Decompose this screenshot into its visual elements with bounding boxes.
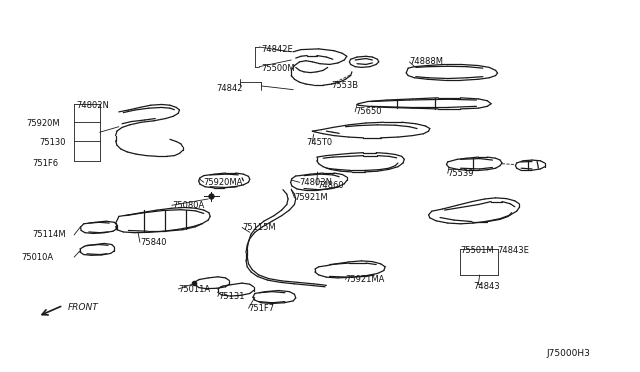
Text: FRONT: FRONT bbox=[68, 303, 99, 312]
Text: 74888M: 74888M bbox=[410, 57, 444, 66]
Text: 75130: 75130 bbox=[39, 138, 65, 147]
Text: 75080A: 75080A bbox=[172, 201, 204, 210]
Text: 74803N: 74803N bbox=[300, 178, 333, 187]
Text: 75114M: 75114M bbox=[33, 230, 67, 240]
Text: 74843: 74843 bbox=[473, 282, 500, 291]
Text: 74802N: 74802N bbox=[76, 101, 109, 110]
Text: 74843E: 74843E bbox=[497, 246, 529, 255]
Text: J75000H3: J75000H3 bbox=[547, 349, 591, 358]
Text: 74860: 74860 bbox=[317, 181, 344, 190]
Text: 75500M: 75500M bbox=[261, 64, 295, 73]
Text: 75011A: 75011A bbox=[178, 285, 211, 294]
Text: 75539: 75539 bbox=[448, 169, 474, 178]
Text: 75115M: 75115M bbox=[242, 223, 276, 232]
Text: 74842: 74842 bbox=[216, 84, 243, 93]
Text: 74842E: 74842E bbox=[261, 45, 293, 54]
Text: 75920M: 75920M bbox=[26, 119, 60, 128]
Text: 75921M: 75921M bbox=[294, 193, 328, 202]
Text: 75840: 75840 bbox=[140, 238, 166, 247]
Text: 75921MA: 75921MA bbox=[346, 275, 385, 284]
Text: 751F6: 751F6 bbox=[33, 159, 59, 168]
Text: 75650: 75650 bbox=[355, 108, 381, 116]
Text: 75920MA: 75920MA bbox=[204, 178, 243, 187]
Text: 75501M: 75501M bbox=[461, 246, 494, 255]
Text: 745T0: 745T0 bbox=[306, 138, 332, 147]
Text: 75131: 75131 bbox=[218, 292, 244, 301]
Text: 751F7: 751F7 bbox=[248, 304, 275, 313]
Text: 7553B: 7553B bbox=[332, 81, 358, 90]
Text: 75010A: 75010A bbox=[21, 253, 53, 262]
